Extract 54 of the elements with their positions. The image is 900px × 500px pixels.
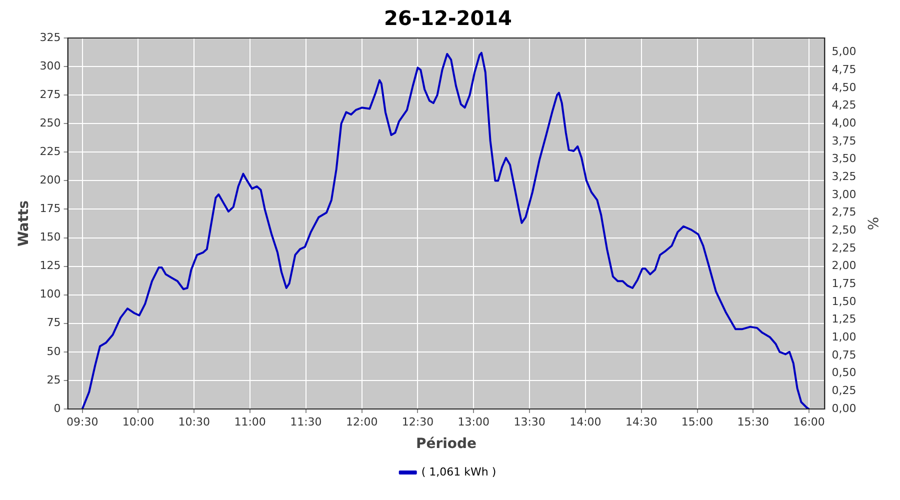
x-tick-label: 13:30 bbox=[514, 415, 546, 428]
chart-title: 26-12-2014 bbox=[384, 6, 512, 30]
x-tick-label: 12:00 bbox=[346, 415, 378, 428]
x-tick-label: 15:00 bbox=[681, 415, 714, 428]
y2-tick-label: 2,50 bbox=[832, 223, 856, 236]
y2-tick-label: 2,25 bbox=[832, 241, 856, 254]
y2-tick-label: 0,75 bbox=[832, 348, 856, 362]
y2-axis-title: % bbox=[864, 216, 880, 230]
y2-tick-label: 3,00 bbox=[832, 188, 856, 201]
y-tick-label: 325 bbox=[40, 30, 61, 44]
y-tick-label: 0 bbox=[54, 402, 61, 415]
y-tick-label: 275 bbox=[40, 88, 61, 101]
y-axis-title: Watts bbox=[16, 200, 32, 247]
x-tick-label: 14:30 bbox=[626, 415, 658, 428]
y-tick-label: 300 bbox=[40, 59, 61, 72]
y-tick-label: 150 bbox=[40, 230, 61, 244]
x-tick-label: 13:00 bbox=[458, 415, 490, 428]
y-tick-label: 100 bbox=[40, 288, 61, 301]
y2-tick-label: 1,50 bbox=[832, 294, 856, 308]
y-tick-label: 125 bbox=[40, 259, 61, 272]
x-tick-label: 11:00 bbox=[234, 415, 266, 428]
x-tick-label: 09:30 bbox=[66, 415, 98, 428]
y2-tick-label: 1,00 bbox=[832, 330, 856, 344]
y2-tick-label: 3,50 bbox=[832, 152, 856, 166]
y-tick-label: 250 bbox=[40, 116, 61, 130]
legend-label: ( 1,061 kWh ) bbox=[421, 465, 496, 478]
y2-tick-label: 1,25 bbox=[832, 312, 856, 326]
y2-tick-label: 1,75 bbox=[832, 277, 856, 290]
x-tick-label: 12:30 bbox=[402, 415, 434, 428]
x-axis-title: Période bbox=[416, 436, 477, 452]
y2-tick-label: 4,50 bbox=[832, 80, 856, 94]
x-tick-label: 16:00 bbox=[793, 415, 825, 428]
x-tick-label: 14:00 bbox=[570, 415, 602, 428]
y2-tick-label: 4,00 bbox=[832, 116, 856, 130]
y2-tick-label: 3,25 bbox=[832, 170, 856, 183]
y2-tick-label: 2,00 bbox=[832, 259, 856, 272]
y-tick-label: 75 bbox=[46, 316, 61, 330]
x-tick-label: 15:30 bbox=[737, 415, 770, 428]
y2-tick-label: 0,25 bbox=[832, 384, 856, 398]
y-tick-label: 200 bbox=[40, 174, 61, 187]
x-tick-label: 10:00 bbox=[122, 415, 154, 428]
y2-tick-label: 5,00 bbox=[832, 45, 856, 58]
y2-tick-label: 2,75 bbox=[832, 206, 856, 219]
y2-tick-label: 3,75 bbox=[832, 134, 856, 148]
y-tick-label: 25 bbox=[46, 373, 61, 386]
y2-tick-label: 0,50 bbox=[832, 366, 856, 380]
y-tick-label: 225 bbox=[40, 145, 61, 158]
x-tick-label: 11:30 bbox=[290, 415, 322, 428]
y2-tick-label: 0,00 bbox=[832, 402, 856, 415]
y2-tick-label: 4,25 bbox=[832, 98, 856, 112]
y2-tick-label: 4,75 bbox=[832, 62, 856, 76]
x-tick-label: 10:30 bbox=[178, 415, 210, 428]
y-tick-label: 50 bbox=[46, 344, 61, 358]
y-tick-label: 175 bbox=[40, 202, 61, 216]
